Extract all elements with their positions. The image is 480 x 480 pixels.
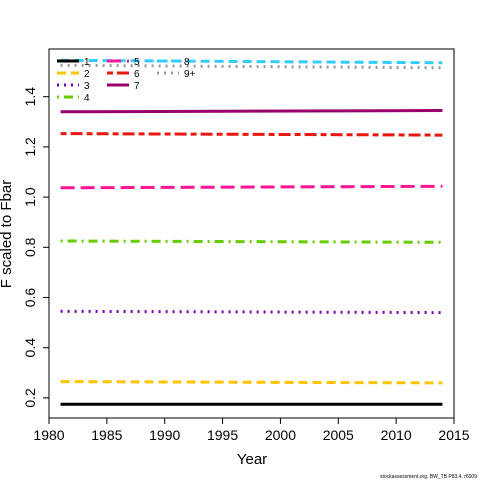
series-line-3 xyxy=(60,239,443,244)
x-tick-label: 2010 xyxy=(381,427,412,443)
x-tick-label: 2000 xyxy=(265,427,296,443)
legend-label-2: 3 xyxy=(84,81,90,92)
y-tick-label: 0.2 xyxy=(22,388,38,408)
legend-label-4: 5 xyxy=(134,57,140,68)
y-tick-label: 0.4 xyxy=(22,338,38,358)
y-tick-label: 0.8 xyxy=(22,237,38,257)
series-line-6 xyxy=(60,109,443,114)
x-tick-label: 1985 xyxy=(91,427,122,443)
x-axis: 1980 1985 1990 1995 2000 2005 2010 2015 xyxy=(33,418,470,443)
series-line-7 xyxy=(60,58,443,65)
series-line-2 xyxy=(60,309,443,315)
y-tick-label: 1.2 xyxy=(22,137,38,157)
x-tick-label: 2015 xyxy=(438,427,469,443)
x-tick-label: 1995 xyxy=(207,427,238,443)
legend-label-1: 2 xyxy=(84,69,90,80)
series-line-5 xyxy=(60,132,443,137)
legend-label-0: 1 xyxy=(84,57,90,68)
y-axis: 0.2 0.4 0.6 0.8 1.0 1.2 1.4 xyxy=(22,87,49,408)
x-tick-label: 2005 xyxy=(323,427,354,443)
legend-label-6: 7 xyxy=(134,81,140,92)
y-tick-label: 1.0 xyxy=(22,187,38,207)
plot-frame xyxy=(48,48,455,419)
y-axis-title: F scaled to Fbar xyxy=(0,180,15,288)
x-tick-label: 1980 xyxy=(33,427,64,443)
series-line-8 xyxy=(60,63,443,70)
legend-label-3: 4 xyxy=(84,93,90,104)
y-tick-label: 0.6 xyxy=(22,288,38,308)
legend-label-7: 8 xyxy=(184,57,190,68)
x-axis-title: Year xyxy=(237,451,267,468)
series-layer xyxy=(60,58,443,406)
credit-text: stockassessment.org, BW_TB P83.4, r6009 xyxy=(380,474,477,480)
legend-label-8: 9+ xyxy=(184,69,196,80)
legend-label-5: 6 xyxy=(134,69,140,80)
x-tick-label: 1990 xyxy=(149,427,180,443)
series-line-4 xyxy=(60,184,443,190)
series-line-1 xyxy=(60,380,443,385)
y-tick-label: 1.4 xyxy=(22,87,38,107)
